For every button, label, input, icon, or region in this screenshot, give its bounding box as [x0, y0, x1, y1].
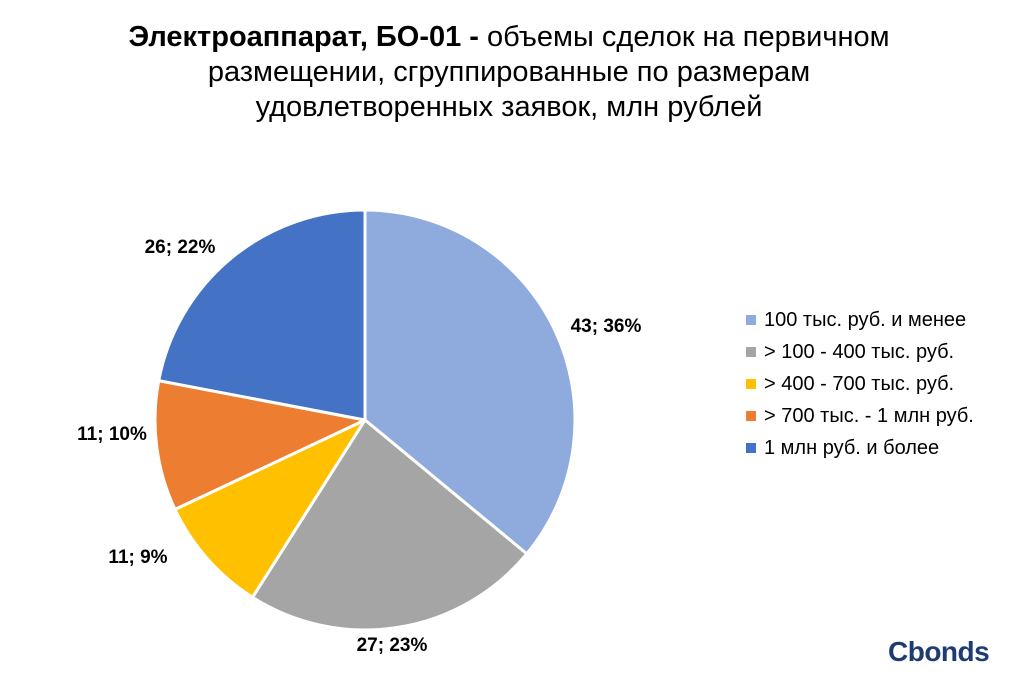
- legend-swatch: [746, 411, 756, 421]
- pie-slice-2: [250, 418, 529, 632]
- pie-slice-4: [153, 379, 367, 511]
- legend-label: 100 тыс. руб. и менее: [764, 308, 967, 331]
- legend-swatch: [746, 315, 756, 325]
- chart-title-bold: Электроаппарат, БО-01 -: [128, 21, 479, 53]
- chart-legend: 100 тыс. руб. и менее > 100 - 400 тыс. ру…: [746, 304, 974, 464]
- data-label-1: 43; 36%: [571, 316, 642, 337]
- data-label-5: 26; 22%: [145, 237, 216, 258]
- chart-title-line1: объемы сделок на первичном: [478, 21, 890, 53]
- legend-label: > 700 тыс. - 1 млн руб.: [764, 404, 974, 427]
- chart-title-line3: удовлетворенных заявок, млн рублей: [255, 91, 763, 123]
- legend-item-4: > 700 тыс. - 1 млн руб.: [746, 400, 974, 432]
- pie-slice-1: [363, 208, 577, 556]
- data-label-3: 11; 9%: [108, 547, 167, 568]
- legend-item-5: 1 млн руб. и более: [746, 432, 974, 464]
- chart-title-line2: размещении, сгруппированные по размерам: [207, 56, 811, 88]
- cbonds-logo: Cbonds: [888, 636, 990, 667]
- data-label-2: 27; 23%: [357, 635, 428, 656]
- data-label-4: 11; 10%: [77, 424, 147, 445]
- pie-slice-3: [173, 418, 367, 599]
- legend-swatch: [746, 379, 756, 389]
- chart-title: Электроаппарат, БО-01 - объемы сделок на…: [0, 20, 1018, 125]
- legend-swatch: [746, 347, 756, 357]
- legend-label: > 100 - 400 тыс. руб.: [764, 340, 955, 363]
- legend-item-1: 100 тыс. руб. и менее: [746, 304, 974, 336]
- legend-label: 1 млн руб. и более: [764, 436, 940, 459]
- legend-swatch: [746, 443, 756, 453]
- pie-slice-5: [157, 208, 367, 422]
- legend-label: > 400 - 700 тыс. руб.: [764, 372, 955, 395]
- legend-item-3: > 400 - 700 тыс. руб.: [746, 368, 974, 400]
- legend-item-2: > 100 - 400 тыс. руб.: [746, 336, 974, 368]
